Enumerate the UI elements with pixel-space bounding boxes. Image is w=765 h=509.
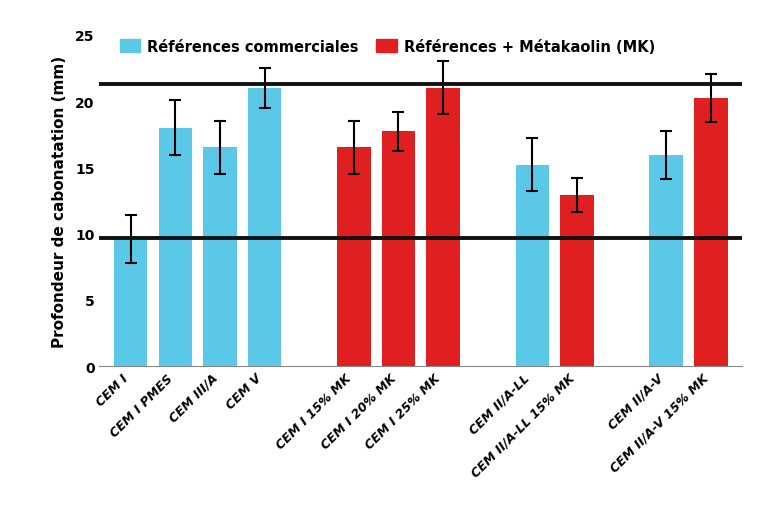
Bar	[158, 128, 192, 366]
Bar	[382, 132, 415, 366]
Bar	[337, 148, 370, 366]
Bar	[560, 196, 594, 366]
Bar	[649, 156, 683, 366]
Bar	[694, 99, 728, 366]
Bar	[203, 148, 236, 366]
Bar	[114, 239, 148, 366]
Bar	[516, 165, 549, 366]
Legend: Références commerciales, Références + Métakaolin (MK): Références commerciales, Références + Mé…	[119, 40, 656, 54]
Bar	[248, 89, 282, 366]
Bar	[426, 89, 460, 366]
Y-axis label: Profondeur de cabonatation (mm): Profondeur de cabonatation (mm)	[52, 55, 67, 347]
